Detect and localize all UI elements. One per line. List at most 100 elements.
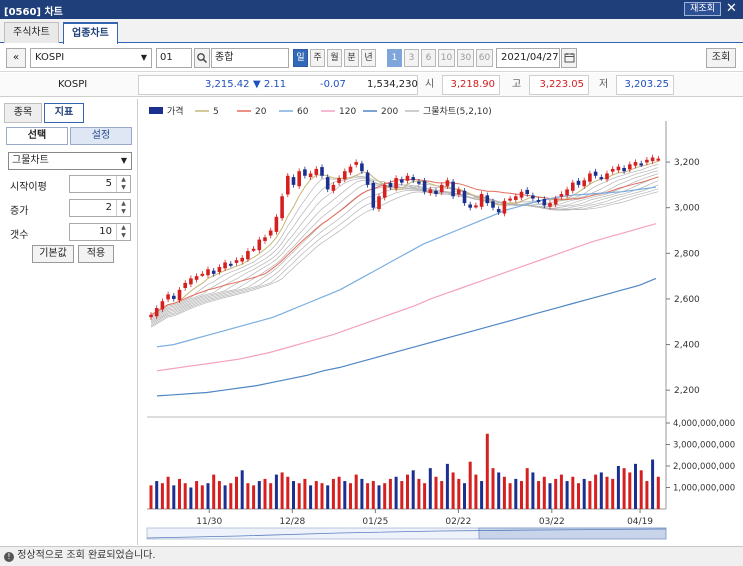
volume-bar-75 <box>577 483 580 509</box>
candle-body-66 <box>525 189 529 194</box>
price-tick-label-3: 2,600 <box>674 295 700 305</box>
period-week[interactable]: 주 <box>310 49 325 67</box>
x-tick-label-0: 11/30 <box>196 517 222 527</box>
indicator-panel: 종목 지표 선택 설정 그물차트 ▼ 시작이평 5 ▲ ▼ 증가 2 ▲ ▼ 갯수 … <box>0 99 138 545</box>
volume-bar-20 <box>263 478 267 509</box>
chart-legend: 가격 5 20 60 120 200 그물차트(5,2,10) <box>149 105 492 117</box>
chart-svg[interactable]: 가격 5 20 60 120 200 그물차트(5,2,10) 3,200 3,000 2,80… <box>139 99 743 545</box>
volume-bar-85 <box>634 463 637 509</box>
date-input[interactable]: 2021/04/27 <box>496 48 560 68</box>
param-count-value: 10 <box>99 226 112 237</box>
candle-body-76 <box>582 180 586 187</box>
candle-body-10 <box>206 269 210 276</box>
candle-body-53 <box>451 181 455 197</box>
volume-tick-label-1: 3,000,000,000 <box>673 441 735 451</box>
volume-bar-73 <box>565 481 569 509</box>
status-message: 정상적으로 조회 완료되었습니다. <box>17 550 156 561</box>
volume-bar-71 <box>554 478 558 509</box>
subtab-select[interactable]: 선택 <box>6 127 68 145</box>
ma20-line <box>150 176 659 316</box>
tab-stock-chart[interactable]: 주식차트 <box>4 22 59 43</box>
open-label: 시 <box>425 79 435 90</box>
period-year[interactable]: 년 <box>361 49 376 67</box>
tab-sector-chart[interactable]: 업종차트 <box>63 22 118 44</box>
code-input[interactable]: 01 <box>156 48 192 68</box>
candle-body-56 <box>468 204 472 208</box>
candle-body-48 <box>422 180 427 192</box>
volume-bar-2 <box>160 483 164 509</box>
interval-60[interactable]: 60 <box>476 49 493 67</box>
param-step-stepper[interactable]: 2 ▲ ▼ <box>69 199 131 217</box>
x-tick-label-2: 01/25 <box>362 517 388 527</box>
low-price: 3,203.25 <box>616 75 674 95</box>
param-count-stepper[interactable]: 10 ▲ ▼ <box>69 223 131 241</box>
candle-body-5 <box>177 289 182 301</box>
candle-body-21 <box>268 230 273 236</box>
candle-body-38 <box>365 172 370 185</box>
candle-body-1 <box>154 308 159 317</box>
ma200-line <box>156 277 657 397</box>
volume-bar-21 <box>269 483 273 509</box>
close-icon[interactable]: ✕ <box>726 1 737 16</box>
candle-body-22 <box>274 216 279 232</box>
period-day[interactable]: 일 <box>293 49 308 67</box>
candle-body-68 <box>536 199 541 202</box>
reset-button[interactable]: 재조회 <box>684 2 721 16</box>
mesh-line-4 <box>150 173 659 321</box>
stepper-arrows-icon[interactable]: ▲ ▼ <box>116 176 130 192</box>
period-minute[interactable]: 분 <box>344 49 359 67</box>
status-bar: ! 정상적으로 조회 완료되었습니다. <box>0 546 743 566</box>
chart-area[interactable]: 가격 5 20 60 120 200 그물차트(5,2,10) 3,200 3,000 2,80… <box>139 99 743 545</box>
subtab-settings[interactable]: 설정 <box>70 127 132 145</box>
param-label-start: 시작이평 <box>10 182 47 193</box>
candle-body-84 <box>628 164 632 170</box>
scroll-thumb <box>478 527 667 540</box>
volume-bar-81 <box>611 478 615 509</box>
volume-bar-36 <box>354 474 358 509</box>
candle-body-7 <box>189 278 193 285</box>
prev-button[interactable]: « <box>6 48 26 68</box>
x-tick-label-1: 12/28 <box>279 517 305 527</box>
search-icon[interactable] <box>194 48 210 68</box>
moving-average-lines <box>150 160 659 397</box>
interval-10[interactable]: 10 <box>438 49 455 67</box>
candle-body-44 <box>400 179 404 183</box>
query-button[interactable]: 조회 <box>706 48 736 68</box>
period-month[interactable]: 월 <box>327 49 342 67</box>
candle-body-4 <box>172 295 176 299</box>
interval-3[interactable]: 3 <box>404 49 419 67</box>
candle-body-86 <box>639 163 643 166</box>
interval-30[interactable]: 30 <box>457 49 474 67</box>
interval-6[interactable]: 6 <box>421 49 436 67</box>
volume-bar-44 <box>400 481 404 509</box>
param-start-stepper[interactable]: 5 ▲ ▼ <box>69 175 131 193</box>
volume-bar-66 <box>525 468 529 509</box>
candle-body-88 <box>650 157 655 162</box>
price-summary-box <box>138 75 418 95</box>
market-select[interactable]: KOSPI ▼ <box>30 48 152 68</box>
price-tick-label-2: 2,800 <box>674 249 700 259</box>
open-price: 3,218.90 <box>442 75 500 95</box>
volume-bar-58 <box>480 481 484 509</box>
tab-items[interactable]: 종목 <box>4 103 42 123</box>
calendar-icon[interactable] <box>561 48 577 68</box>
mesh-line-6 <box>150 180 659 324</box>
indicator-select[interactable]: 그물차트 ▼ <box>8 152 132 170</box>
legend-label-2: 20 <box>255 107 267 117</box>
tab-indicator[interactable]: 지표 <box>44 103 84 123</box>
volume-bar-39 <box>371 481 375 509</box>
chevron-down-icon: ▼ <box>120 156 127 165</box>
default-button[interactable]: 기본값 <box>32 245 74 263</box>
volume-bar-19 <box>257 481 261 509</box>
volume-bars <box>149 433 660 509</box>
candle-body-41 <box>382 184 387 198</box>
stepper-arrows-icon[interactable]: ▲ ▼ <box>116 200 130 216</box>
candle-body-65 <box>519 191 524 198</box>
price-change: ▼ 2.11 <box>253 79 287 90</box>
volume-bar-18 <box>252 485 256 509</box>
stepper-arrows-icon[interactable]: ▲ ▼ <box>116 224 130 240</box>
interval-1[interactable]: 1 <box>387 49 402 67</box>
volume-bar-48 <box>423 483 427 509</box>
apply-button[interactable]: 적용 <box>78 245 114 263</box>
candle-body-30 <box>320 167 324 176</box>
